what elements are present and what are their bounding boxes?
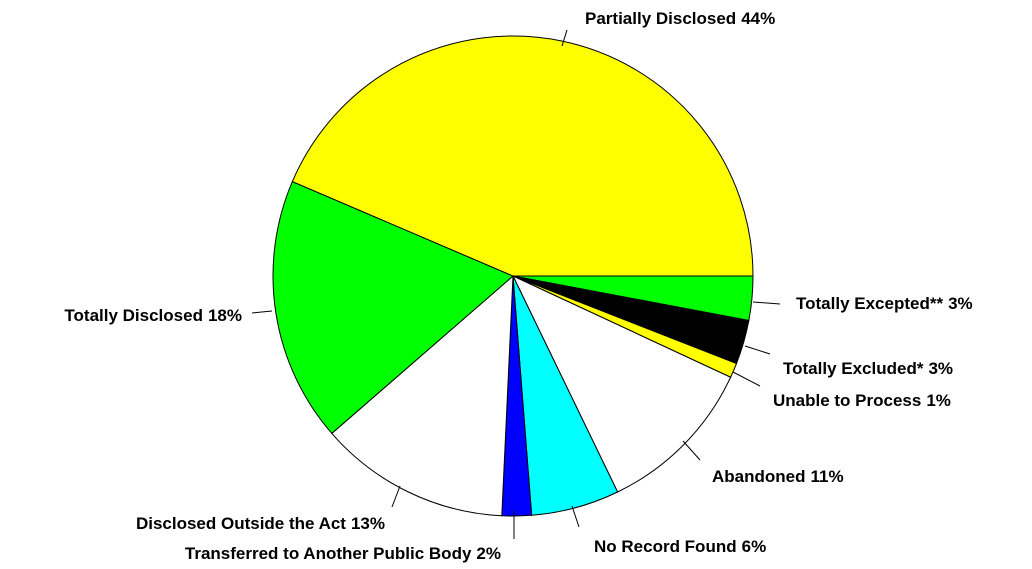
leader-line [561, 29, 568, 47]
slice-name: Abandoned [712, 467, 806, 486]
slice-label: Totally Disclosed 18% [64, 306, 242, 325]
slice-percent: 18% [208, 306, 242, 325]
slice-label: Transferred to Another Public Body 2% [185, 544, 501, 563]
slice-percent: 1% [926, 391, 951, 410]
leader-line [744, 345, 771, 355]
slice-label: Partially Disclosed 44% [585, 9, 775, 28]
leader-line [251, 310, 273, 314]
pie-slice [291, 35, 754, 277]
slice-name: Totally Disclosed [64, 306, 203, 325]
slice-label: Totally Excepted** 3% [796, 294, 973, 313]
slice-label: Unable to Process 1% [773, 391, 951, 410]
slice-name: Unable to Process [773, 391, 921, 410]
slice-label: Disclosed Outside the Act 13% [136, 514, 385, 533]
slice-label: Abandoned 11% [712, 467, 844, 486]
slice-name: No Record Found [594, 537, 737, 556]
slice-name: Totally Excepted** [796, 294, 943, 313]
leader-line [682, 440, 701, 461]
slice-percent: 6% [742, 537, 767, 556]
slice-label: Totally Excluded* 3% [783, 359, 953, 378]
leader-line [571, 505, 580, 528]
slice-percent: 3% [948, 294, 973, 313]
pie-slice [272, 180, 514, 435]
leader-line [391, 485, 401, 508]
slice-percent: 44% [741, 9, 775, 28]
slice-percent: 13% [351, 514, 385, 533]
slice-percent: 2% [476, 544, 501, 563]
slice-name: Disclosed Outside the Act [136, 514, 346, 533]
slice-name: Transferred to Another Public Body [185, 544, 472, 563]
slice-percent: 11% [811, 467, 844, 486]
slice-percent: 3% [928, 359, 953, 378]
leader-line [732, 371, 761, 387]
pie-slice [511, 274, 732, 493]
pie-slice [331, 274, 514, 517]
slice-label: No Record Found 6% [594, 537, 766, 556]
slice-name: Partially Disclosed [585, 9, 736, 28]
leader-line [752, 301, 781, 305]
slice-name: Totally Excluded* [783, 359, 924, 378]
